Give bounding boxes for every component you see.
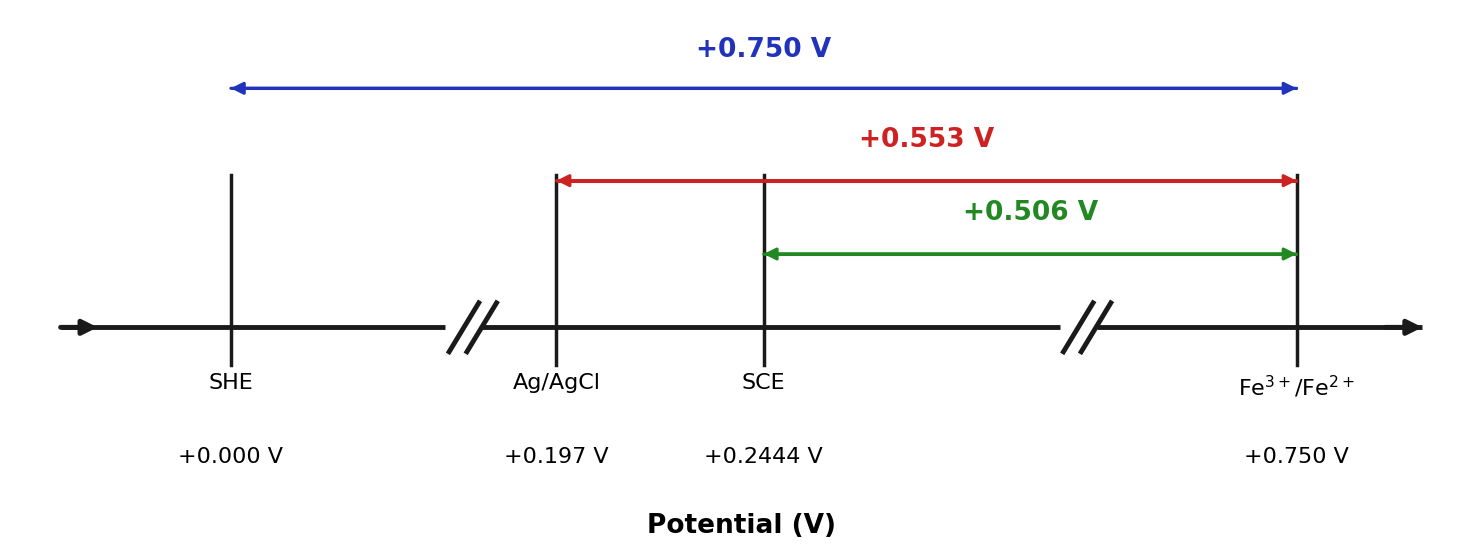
Text: +0.2444 V: +0.2444 V (704, 447, 823, 467)
Text: Ag/AgCl: Ag/AgCl (513, 373, 601, 394)
Text: SCE: SCE (742, 373, 786, 394)
Text: SHE: SHE (209, 373, 254, 394)
Text: +0.750 V: +0.750 V (696, 37, 832, 63)
Text: +0.197 V: +0.197 V (504, 447, 610, 467)
Text: Potential (V): Potential (V) (647, 513, 836, 539)
Text: Fe$^{3+}$/Fe$^{2+}$: Fe$^{3+}$/Fe$^{2+}$ (1238, 373, 1355, 400)
Text: +0.553 V: +0.553 V (859, 127, 994, 153)
Text: +0.000 V: +0.000 V (178, 447, 283, 467)
Text: +0.506 V: +0.506 V (962, 200, 1097, 226)
Text: +0.750 V: +0.750 V (1244, 447, 1350, 467)
